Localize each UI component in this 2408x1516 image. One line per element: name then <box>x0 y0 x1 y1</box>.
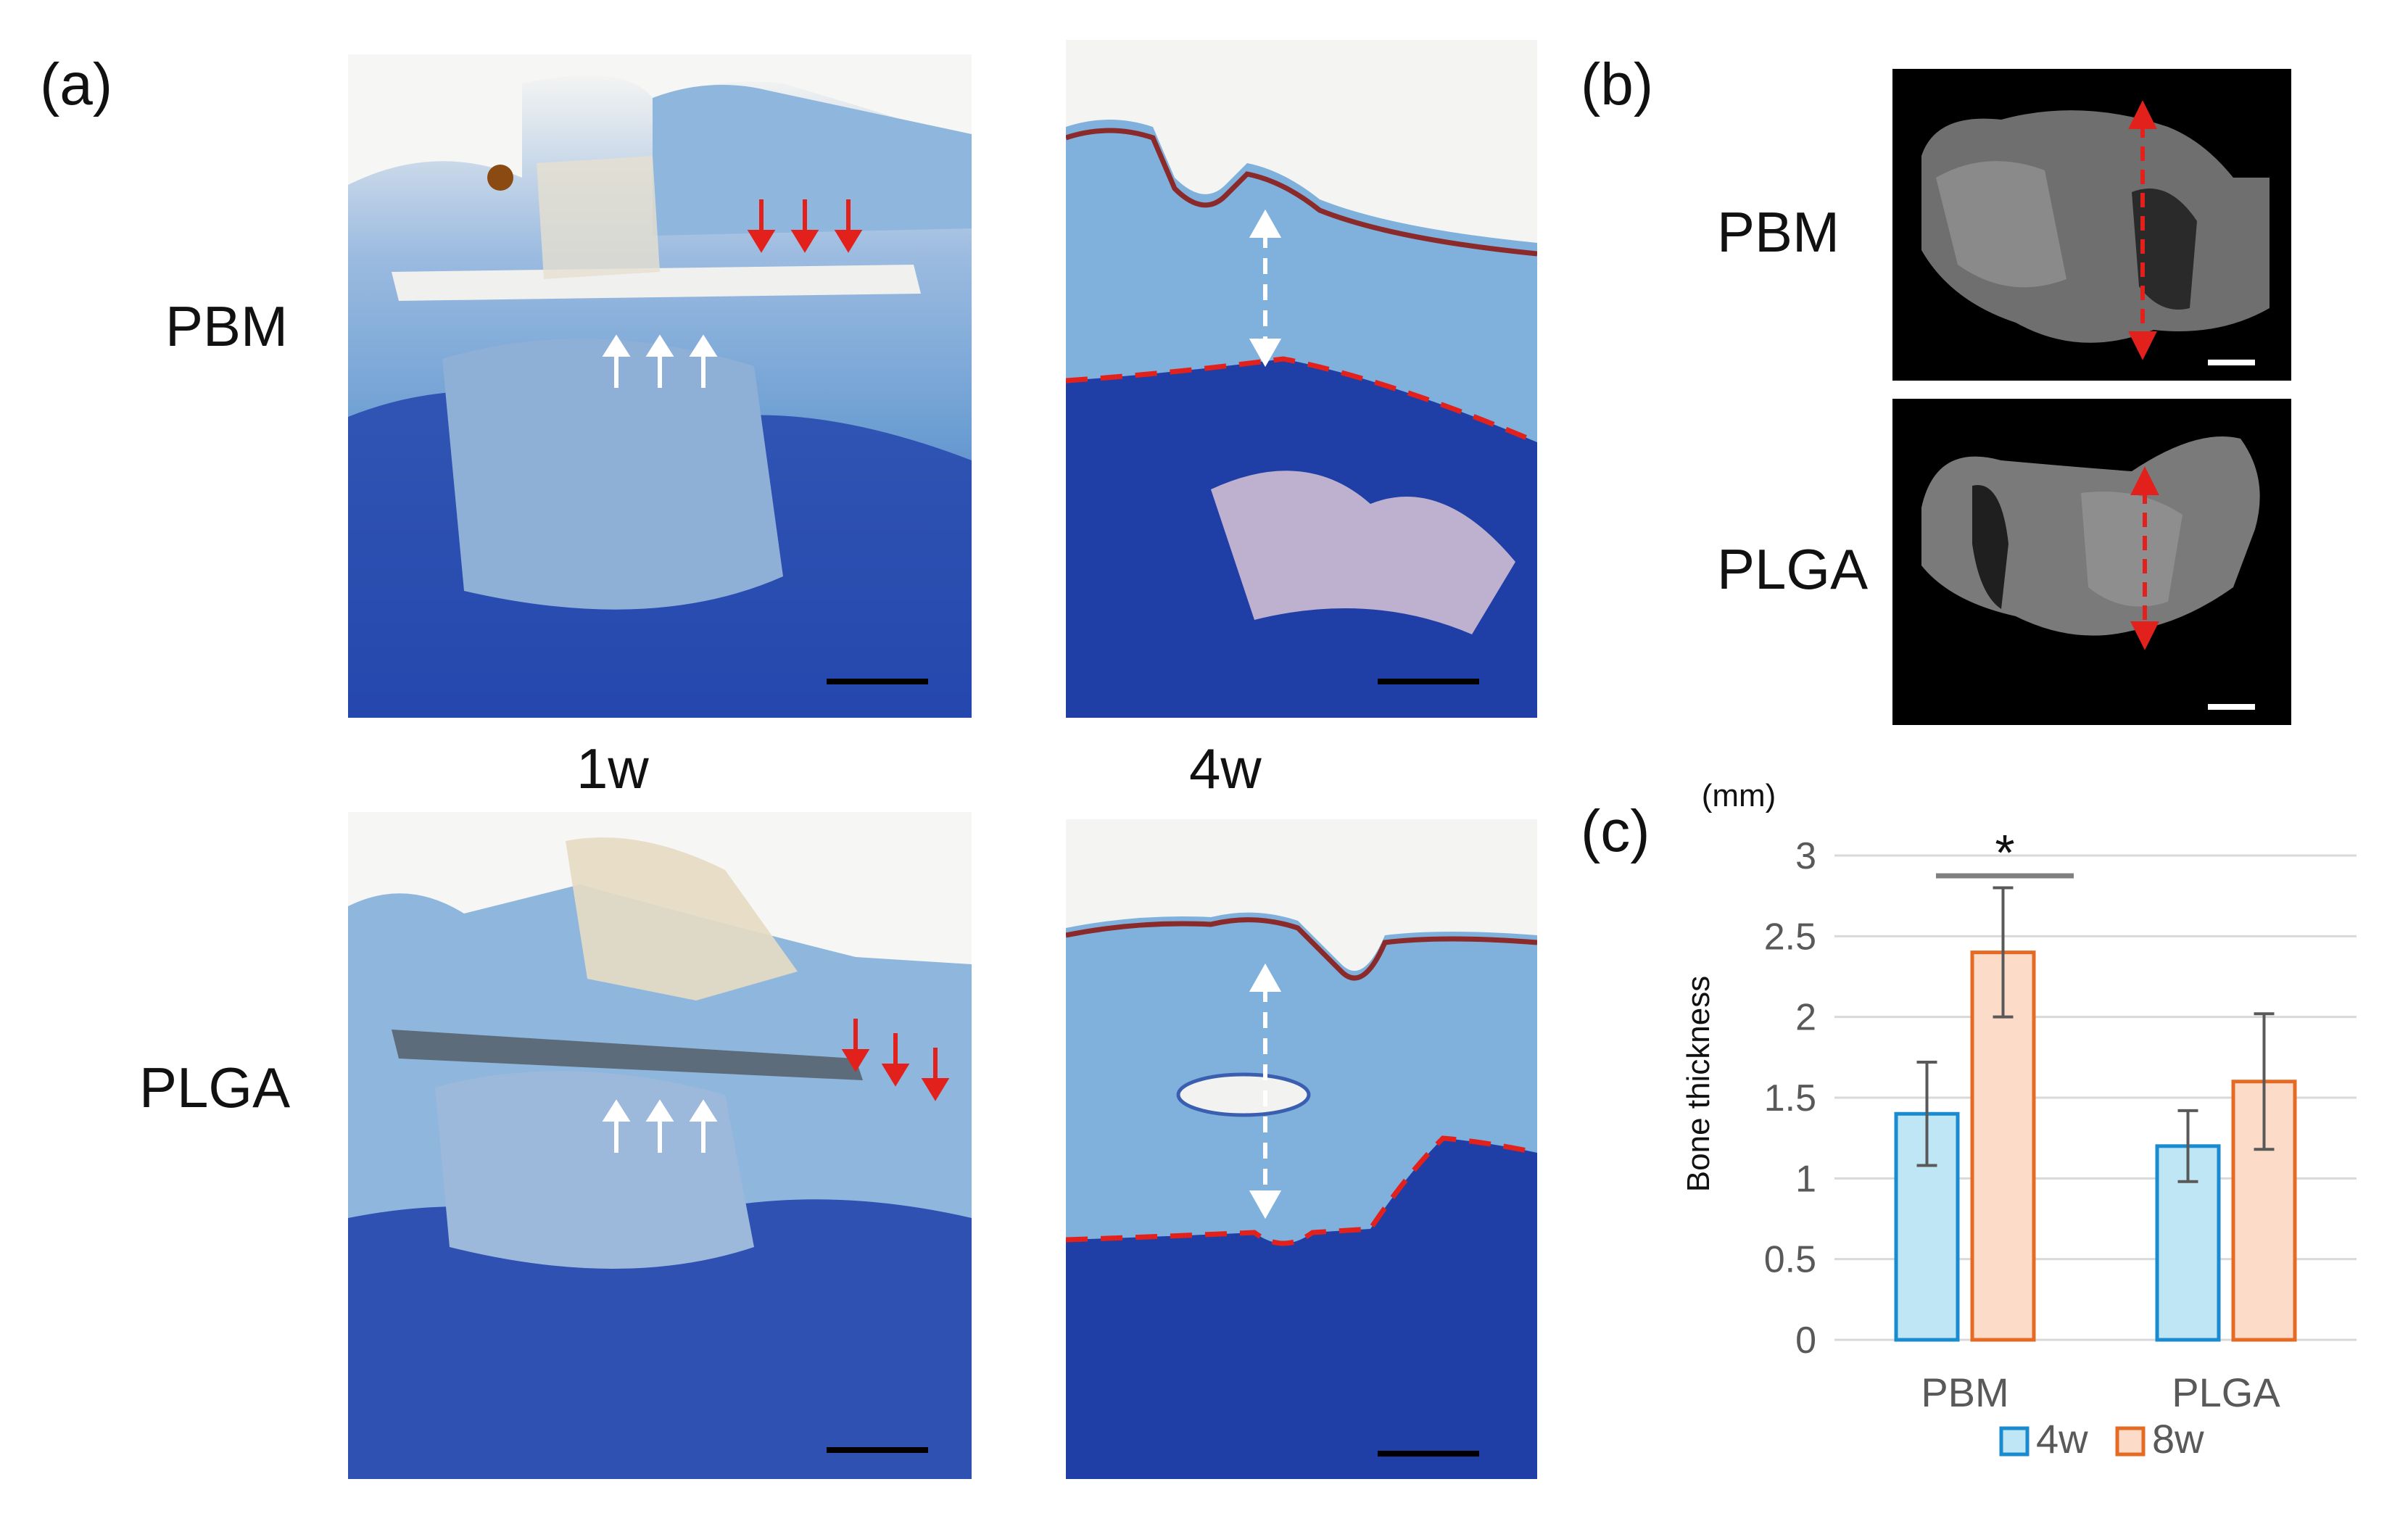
y-axis-label: Bone thickness <box>1681 976 1716 1192</box>
panel-b-label: (b) <box>1581 51 1654 117</box>
legend-label-4w: 4w <box>2036 1416 2088 1462</box>
significance-marker: * <box>1995 824 2014 881</box>
white-double-arrow <box>1249 209 1282 368</box>
y-tick-label: 3 <box>1795 835 1816 877</box>
bars <box>1894 950 2297 1342</box>
panel-a-row-label-plga: PLGA <box>139 1056 291 1119</box>
histology-image-pbm-1w <box>348 54 972 718</box>
legend-swatch-4w <box>1999 1426 2030 1457</box>
y-axis-unit: (mm) <box>1702 778 1776 813</box>
legend-label-8w: 8w <box>2152 1416 2204 1462</box>
white-arrows <box>602 334 718 388</box>
histology-image-pbm-4w <box>1066 40 1537 718</box>
y-tick-label: 2.5 <box>1764 916 1816 958</box>
y-tick-label: 1 <box>1795 1158 1816 1200</box>
panel-c-label: (c) <box>1581 798 1650 864</box>
x-category-label: PBM <box>1921 1370 2008 1415</box>
legend: 4w 8w <box>1999 1416 2204 1462</box>
y-axis-ticks: 0 0.5 1 1.5 2 2.5 3 <box>1764 835 1816 1362</box>
y-tick-label: 1.5 <box>1764 1077 1816 1119</box>
error-bars <box>1916 886 2275 1183</box>
white-double-arrow <box>1249 963 1282 1219</box>
x-axis-categories: PBM PLGA <box>1921 1370 2280 1415</box>
x-category-label: PLGA <box>2172 1370 2280 1415</box>
microct-image-pbm <box>1892 69 2291 381</box>
histology-image-plga-4w <box>1066 819 1537 1479</box>
bone-thickness-bar-chart: 0 0.5 1 1.5 2 2.5 3 PBM PLGA (mm) Bone thicknes… <box>1681 778 2357 1462</box>
legend-swatch-8w <box>2115 1426 2146 1457</box>
panel-a-time-label-1w: 1w <box>576 737 649 800</box>
red-arrows <box>841 1019 950 1101</box>
y-tick-label: 0 <box>1795 1320 1816 1362</box>
panel-a-row-label-pbm: PBM <box>165 294 289 358</box>
microct-image-plga <box>1892 399 2291 725</box>
panel-a-time-label-4w: 4w <box>1189 737 1262 800</box>
panel-a-label: (a) <box>40 51 113 117</box>
panel-b-row-label-pbm: PBM <box>1717 200 1840 264</box>
white-arrows <box>602 1099 718 1153</box>
y-tick-label: 0.5 <box>1764 1239 1816 1281</box>
red-arrows <box>747 199 863 253</box>
y-tick-label: 2 <box>1795 997 1816 1039</box>
histology-image-plga-1w <box>348 812 972 1479</box>
panel-b-row-label-plga: PLGA <box>1717 537 1869 601</box>
